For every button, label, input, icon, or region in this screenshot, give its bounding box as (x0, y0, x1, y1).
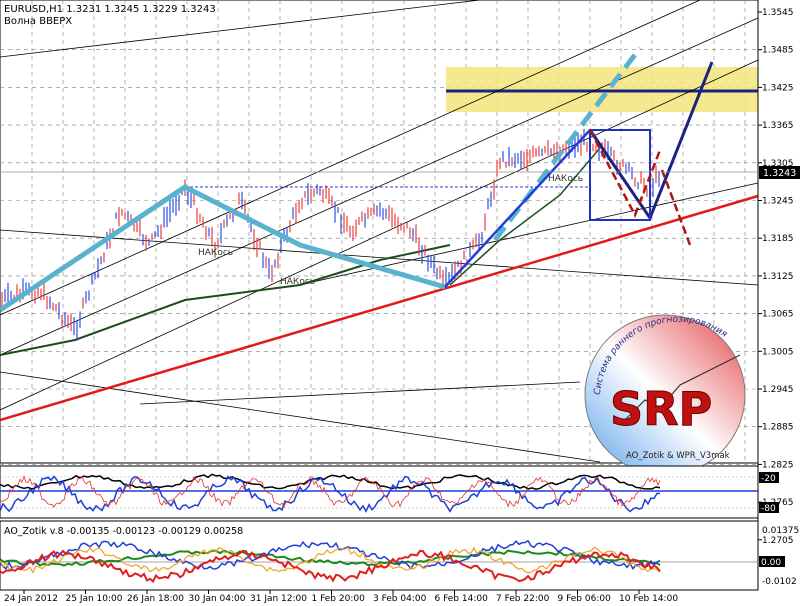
main-price-panel[interactable]: НАКось НАКось НАКось EURUSD,H1 1.3231 1.… (0, 0, 759, 541)
support-trendline (0, 194, 759, 422)
ao-signal-line (0, 549, 661, 567)
forecast-continuation-line (660, 169, 692, 246)
time-axis-label: 9 Feb 06:00 (558, 594, 612, 604)
price-axis-label: 1.3485 (762, 46, 794, 56)
wave-pattern-line (0, 184, 446, 313)
ao-orange-line (0, 546, 661, 574)
price-axis-label: 1.3425 (762, 83, 794, 93)
price-axis-label: 1.3125 (762, 272, 794, 282)
ao-red-line (0, 549, 661, 584)
price-axis-label: 1.3185 (762, 234, 794, 244)
wpr-slow-line (0, 473, 661, 490)
ao-level-zero: 0.00 (761, 558, 781, 568)
time-axis: 24 Jan 2012 25 Jan 10:00 26 Jan 18:00 30 Ja… (4, 590, 678, 604)
price-axis-label: 1.2885 (762, 423, 794, 433)
wpr-level-lower: -80 (761, 504, 776, 514)
time-axis-label: 6 Feb 14:00 (435, 594, 489, 604)
price-axis-label: 1.3245 (762, 197, 794, 207)
srp-logo: Система раннего прогнозирования SRP AO_Z… (584, 314, 746, 476)
ao-indicator-panel[interactable]: AO_Zotik v.8 -0.00135 -0.00123 -0.00129 … (0, 520, 799, 591)
time-axis-label: 25 Jan 10:00 (66, 594, 123, 604)
price-axis-label: 1.2945 (762, 385, 794, 395)
price-axis-label: 1.3005 (762, 347, 794, 357)
current-price-marker (759, 166, 800, 179)
current-price-value: 1.3243 (763, 168, 796, 179)
ma-line-dark (0, 244, 451, 356)
price-axis-label: 1.3305 (762, 159, 794, 169)
ao-level-top: 0.01375 (762, 526, 799, 536)
time-axis-label: 3 Feb 04:00 (373, 594, 427, 604)
time-axis-label: 24 Jan 2012 (4, 594, 58, 604)
annotation-nakos-2: НАКось (280, 277, 315, 287)
ma-line-dark-2 (449, 147, 601, 286)
logo-bottom-text: AO_Zotik & WPR_V3mak (626, 451, 730, 461)
price-axis-label: 1.3065 (762, 310, 794, 320)
symbol-label: EURUSD,H1 1.3231 1.3245 1.3229 1.3243 (4, 4, 216, 15)
time-axis-label: 1 Feb 20:00 (312, 594, 366, 604)
ao-label: AO_Zotik v.8 -0.00135 -0.00123 -0.00129 … (4, 526, 243, 537)
time-axis-label: 10 Feb 14:00 (619, 594, 678, 604)
annotation-nakos-1: НАКось (198, 248, 233, 258)
wpr-raw-line (0, 475, 661, 508)
impulse-line (444, 129, 591, 288)
time-axis-label: 7 Feb 22:00 (496, 594, 550, 604)
time-axis-label: 30 Jan 04:00 (189, 594, 246, 604)
price-axis-label: 1.2705 (762, 536, 794, 546)
strategy-label: Волна ВВЕРХ (4, 16, 72, 27)
ao-level-bottom: -0.0102 (762, 577, 797, 587)
wpr-level-upper: -20 (761, 474, 776, 484)
price-axis-label: 1.3365 (762, 121, 794, 131)
wpr-indicator-panel[interactable]: -20 -80 (0, 465, 779, 519)
logo-title: SRP (610, 382, 712, 436)
price-axis-label: 1.2825 (762, 460, 794, 470)
ao-blue-line (0, 539, 661, 571)
annotation-nakos-3: НАКось (548, 174, 583, 184)
trend-channel-lines (0, 0, 759, 463)
time-axis-label: 26 Jan 18:00 (127, 594, 184, 604)
wave-projection-line (493, 46, 642, 242)
time-axis-label: 31 Jan 12:00 (250, 594, 307, 604)
price-axis-label: 1.3545 (762, 8, 794, 18)
forecast-down-line (588, 129, 662, 219)
